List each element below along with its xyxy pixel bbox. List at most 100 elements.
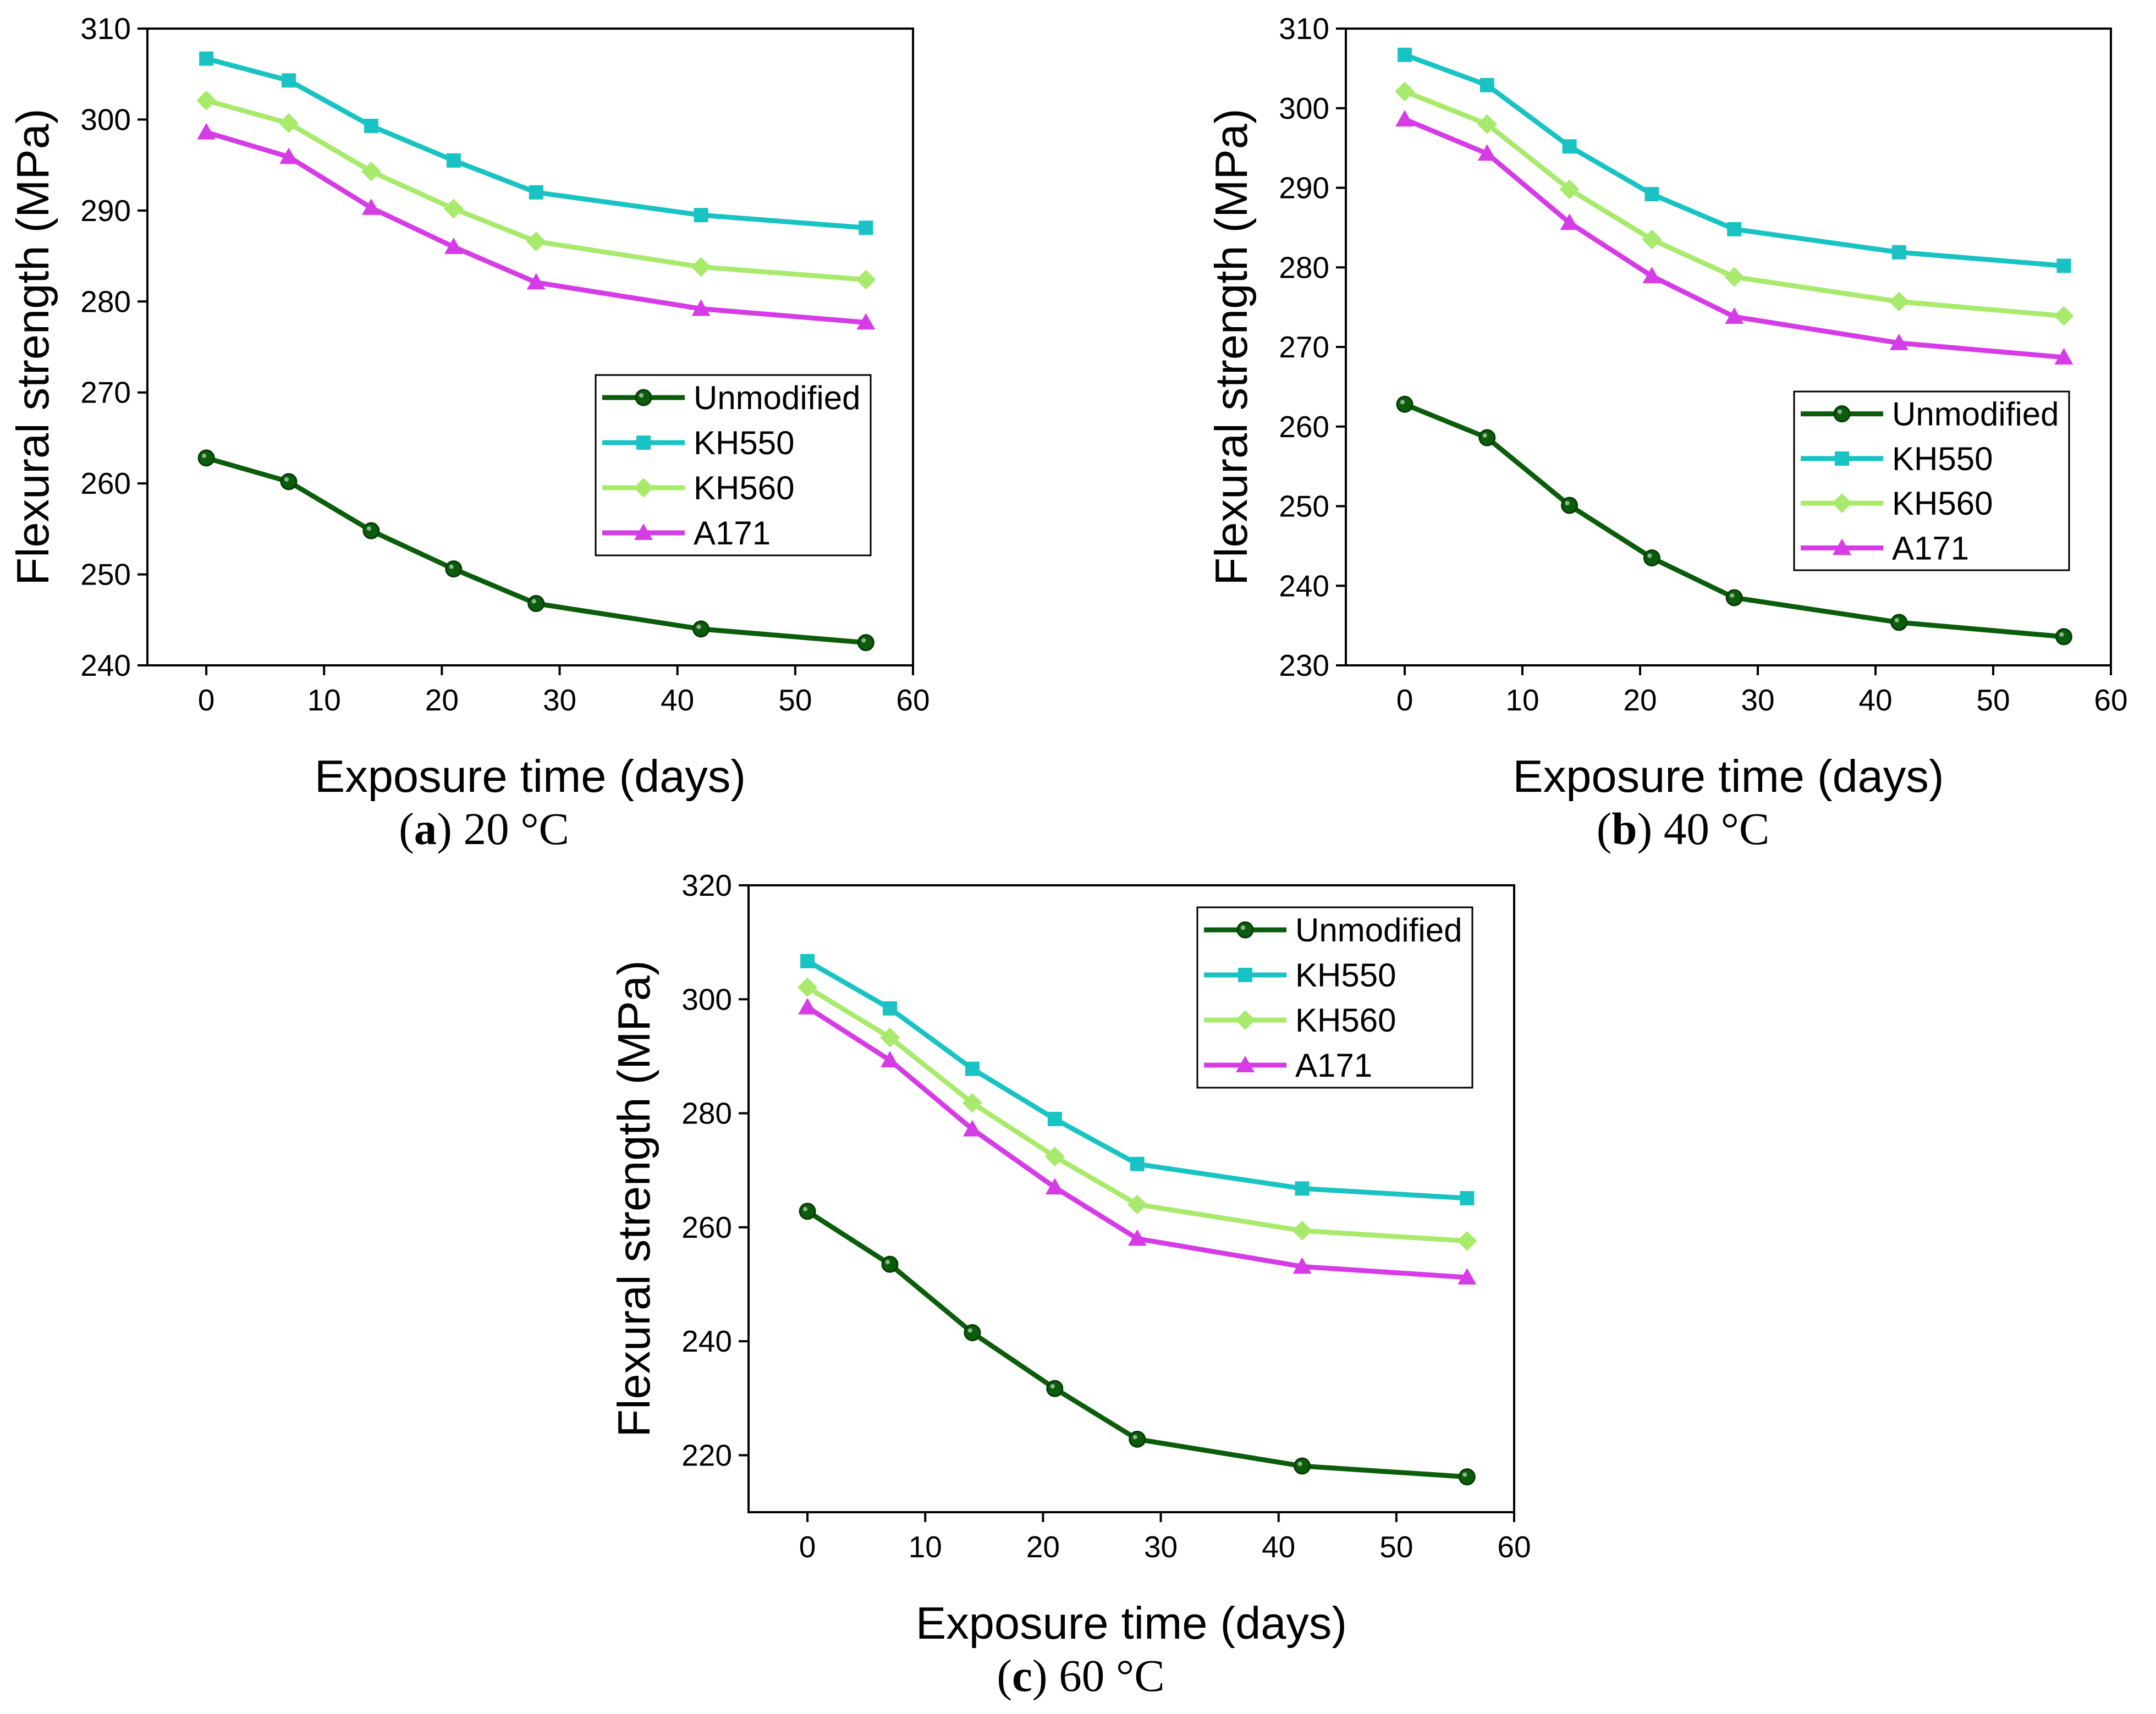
y-tick-label: 270 <box>1279 330 1329 364</box>
legend-label: KH560 <box>1892 485 1993 522</box>
data-point <box>2056 258 2071 273</box>
data-point <box>798 997 817 1015</box>
data-point <box>1398 47 1412 62</box>
data-point-highlight <box>1482 433 1487 438</box>
legend-label: KH550 <box>1295 957 1396 994</box>
legend-entry-unmodified: Unmodified <box>602 379 861 416</box>
data-point <box>798 977 818 997</box>
data-point <box>1395 110 1414 127</box>
x-tick-label: 40 <box>1858 683 1892 717</box>
data-point <box>2054 348 2074 365</box>
y-tick-label: 310 <box>1279 12 1329 46</box>
legend: Unmodified KH550 KH560 A171 <box>1793 390 2070 571</box>
y-tick-label: 280 <box>681 1096 732 1131</box>
x-axis-label: Exposure time (days) <box>315 751 746 802</box>
x-tick-label: 30 <box>1741 683 1774 717</box>
data-point <box>444 238 463 255</box>
y-tick-label: 240 <box>80 648 131 682</box>
series-line <box>205 130 866 325</box>
data-point-highlight <box>1297 1462 1302 1467</box>
data-point <box>199 51 214 66</box>
y-tick-label: 240 <box>1279 569 1329 603</box>
data-point-highlight <box>366 526 371 531</box>
data-point <box>1292 1257 1312 1274</box>
x-tick-label: 10 <box>307 683 341 717</box>
data-point <box>1295 1181 1310 1196</box>
data-point-highlight <box>1647 553 1652 558</box>
legend-entry-kh560: KH560 <box>1204 1002 1396 1039</box>
series-kh560 <box>798 977 1477 1251</box>
data-point <box>529 185 543 200</box>
data-point <box>1642 229 1662 250</box>
x-axis-label: Exposure time (days) <box>916 1597 1347 1649</box>
y-tick-label: 280 <box>80 284 131 318</box>
x-tick-label: 10 <box>1505 683 1539 717</box>
x-tick-label: 40 <box>661 683 694 717</box>
legend-label: Unmodified <box>1295 912 1462 949</box>
data-point <box>1047 1111 1062 1126</box>
data-point <box>691 257 711 277</box>
series-line <box>205 56 866 230</box>
data-point <box>799 1203 816 1220</box>
data-point <box>1127 1194 1147 1215</box>
x-tick-label: 10 <box>909 1530 942 1564</box>
data-point <box>197 123 216 140</box>
series-a171 <box>197 123 876 330</box>
legend-label: KH560 <box>1295 1002 1396 1039</box>
data-point <box>1559 179 1580 200</box>
series-a171 <box>1395 110 2074 365</box>
data-point <box>1396 395 1414 413</box>
data-point <box>1645 187 1659 202</box>
data-point <box>197 449 215 467</box>
data-point <box>856 313 876 330</box>
data-point <box>882 1001 897 1016</box>
legend-entry-kh550: KH550 <box>602 425 794 461</box>
data-point <box>1046 1380 1064 1397</box>
x-tick-label: 60 <box>1497 1530 1531 1564</box>
legend-label: A171 <box>694 515 771 552</box>
data-point-highlight <box>1462 1472 1467 1477</box>
data-point <box>1562 139 1577 154</box>
y-tick-label: 220 <box>681 1438 732 1472</box>
data-point <box>1890 614 1908 631</box>
legend-label: Unmodified <box>694 379 861 416</box>
data-point <box>445 560 463 578</box>
data-point <box>1477 114 1497 134</box>
data-point-highlight <box>1400 400 1405 405</box>
caption-open: ( <box>1597 803 1612 854</box>
data-point <box>856 269 876 290</box>
legend-entry-unmodified: Unmodified <box>1801 396 2059 433</box>
data-point <box>281 73 296 88</box>
data-point-highlight <box>861 638 866 643</box>
legend-marker <box>1236 1056 1255 1072</box>
caption-rest: ) 40 °C <box>1637 803 1770 854</box>
y-tick-label: 300 <box>681 982 732 1016</box>
data-point <box>526 273 546 290</box>
data-point <box>1561 497 1579 514</box>
data-point <box>1642 267 1662 284</box>
data-point-highlight <box>967 1328 972 1333</box>
data-point <box>881 1255 899 1273</box>
data-point <box>1725 307 1744 324</box>
data-point <box>879 1027 900 1048</box>
y-tick-label: 250 <box>80 558 131 592</box>
caption-open: ( <box>399 803 414 854</box>
data-point <box>1128 1229 1147 1246</box>
caption-letter: b <box>1612 803 1637 854</box>
data-point <box>859 221 873 235</box>
caption-letter: a <box>414 803 437 854</box>
chart-panel-c: 0 10 20 30 40 50 60 220 240 260 280 300 320 Exposure … <box>608 868 1531 1701</box>
x-tick-label: 0 <box>198 683 215 717</box>
legend-marker <box>1236 921 1254 939</box>
legend: Unmodified KH550 KH560 A171 <box>595 374 872 556</box>
y-axis-label: Flexural strength (MPa) <box>7 108 58 585</box>
data-point <box>1395 81 1415 102</box>
legend-marker <box>634 478 653 498</box>
data-point <box>1560 213 1579 230</box>
series-unmodified <box>1396 395 2072 646</box>
data-point-highlight <box>1565 501 1570 506</box>
caption-rest: ) 20 °C <box>437 803 569 854</box>
data-point <box>196 90 217 111</box>
data-point-highlight <box>696 624 701 629</box>
